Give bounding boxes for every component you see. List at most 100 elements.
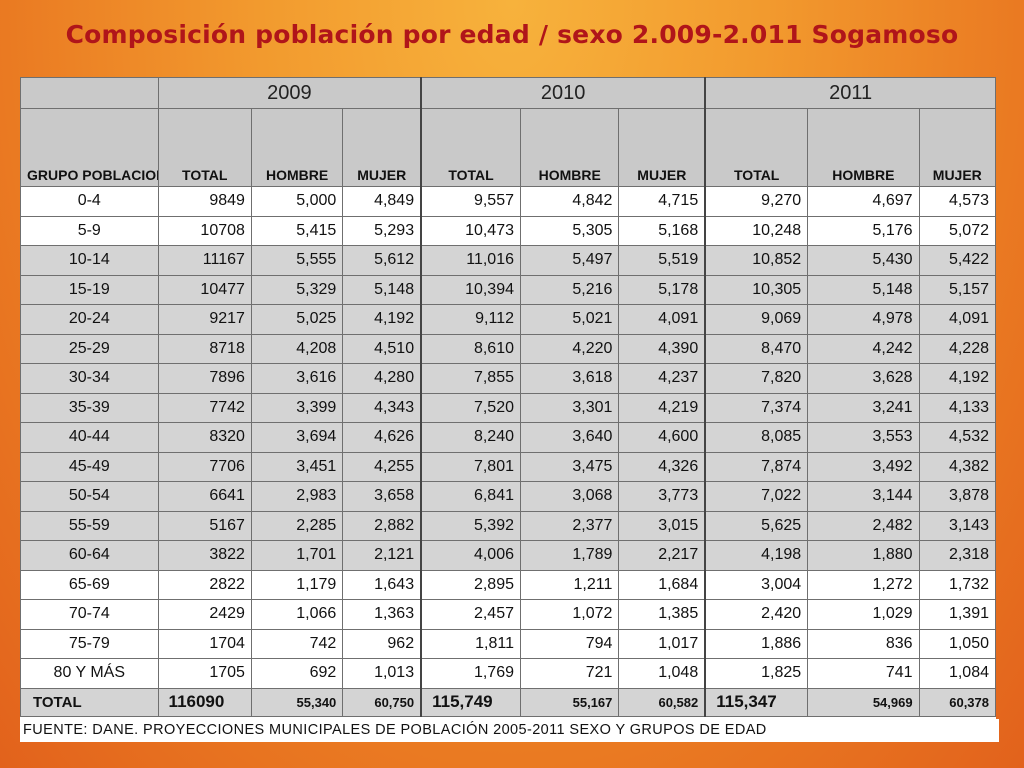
cell-hombre-2009: 3,451: [250, 451, 344, 482]
cell-hombre-2009: 5,025: [250, 304, 344, 335]
cell-mujer-2009: 4,192: [342, 304, 422, 335]
cell-mujer-2011: 1,732: [918, 569, 997, 600]
cell-hombre-2010: 4,220: [519, 333, 620, 364]
cell-mujer-2010: 5,168: [618, 215, 706, 246]
cell-hombre-2009: 1,701: [250, 540, 344, 571]
age-group-cell: 70-74: [20, 599, 159, 630]
cell-total-2010: 5,392: [420, 510, 522, 541]
cell-mujer-2010: 4,600: [618, 422, 706, 453]
cell-hombre-2011: 3,144: [807, 481, 920, 512]
cell-mujer-2009: 4,849: [342, 186, 422, 217]
cell-total-2009: 1704: [157, 628, 252, 659]
cell-mujer-2009: 2,882: [342, 510, 422, 541]
cell-hombre-2011: 3,492: [807, 451, 920, 482]
cell-mujer-2011: 1,050: [918, 628, 997, 659]
cell-total-2009: 8718: [157, 333, 252, 364]
cell-mujer-2010: 5,519: [618, 245, 706, 276]
cell-hombre-2010: 3,618: [519, 363, 620, 394]
col-header-hombre-2009: HOMBRE: [250, 108, 344, 187]
cell-hombre-2010: 4,842: [519, 186, 620, 217]
cell-hombre-2010: 1,072: [519, 599, 620, 630]
table-row: 20-24 9217 5,025 4,192 9,112 5,021 4,091 9,069 4…: [20, 304, 997, 335]
cell-hombre-2011: 4,978: [807, 304, 920, 335]
cell-total-2010: 8,610: [420, 333, 522, 364]
total-cell-total-2011: 115,347: [704, 687, 809, 717]
table-body: 0-4 9849 5,000 4,849 9,557 4,842 4,715 9,270 4,6…: [20, 186, 997, 689]
cell-mujer-2010: 4,326: [618, 451, 706, 482]
cell-total-2009: 2429: [157, 599, 252, 630]
cell-total-2009: 11167: [157, 245, 252, 276]
table-row: 0-4 9849 5,000 4,849 9,557 4,842 4,715 9,270 4,6…: [20, 186, 997, 217]
cell-total-2011: 7,022: [704, 481, 809, 512]
age-group-cell: 60-64: [20, 540, 159, 571]
source-note: FUENTE: DANE. PROYECCIONES MUNICIPALES D…: [20, 719, 999, 742]
cell-total-2009: 10477: [157, 274, 252, 305]
cell-total-2010: 4,006: [420, 540, 522, 571]
age-group-cell: 55-59: [20, 510, 159, 541]
cell-hombre-2010: 3,475: [519, 451, 620, 482]
table-row: 45-49 7706 3,451 4,255 7,801 3,475 4,326 7,874 3…: [20, 451, 997, 482]
age-group-cell: 45-49: [20, 451, 159, 482]
cell-hombre-2010: 5,216: [519, 274, 620, 305]
cell-hombre-2009: 4,208: [250, 333, 344, 364]
total-row: TOTAL 116090 55,340 60,750 115,749 55,16…: [20, 687, 997, 717]
cell-mujer-2010: 2,217: [618, 540, 706, 571]
cell-mujer-2011: 5,072: [918, 215, 997, 246]
table-row: 25-29 8718 4,208 4,510 8,610 4,220 4,390 8,470 4…: [20, 333, 997, 364]
cell-total-2011: 9,270: [704, 186, 809, 217]
cell-total-2010: 7,520: [420, 392, 522, 423]
cell-total-2009: 7706: [157, 451, 252, 482]
cell-total-2011: 10,305: [704, 274, 809, 305]
cell-hombre-2010: 3,301: [519, 392, 620, 423]
cell-mujer-2009: 5,293: [342, 215, 422, 246]
cell-hombre-2011: 2,482: [807, 510, 920, 541]
cell-hombre-2011: 4,242: [807, 333, 920, 364]
cell-total-2010: 9,112: [420, 304, 522, 335]
total-cell-mujer-2009: 60,750: [342, 687, 422, 717]
cell-total-2011: 10,852: [704, 245, 809, 276]
total-cell-hombre-2009: 55,340: [250, 687, 344, 717]
cell-hombre-2009: 1,179: [250, 569, 344, 600]
cell-total-2010: 11,016: [420, 245, 522, 276]
cell-mujer-2009: 1,013: [342, 658, 422, 689]
cell-mujer-2010: 1,048: [618, 658, 706, 689]
col-header-hombre-2011: HOMBRE: [807, 108, 920, 187]
cell-mujer-2011: 4,091: [918, 304, 997, 335]
table-row: 70-74 2429 1,066 1,363 2,457 1,072 1,385 2,420 1…: [20, 599, 997, 630]
cell-hombre-2009: 1,066: [250, 599, 344, 630]
col-header-mujer-2009: MUJER: [342, 108, 422, 187]
total-cell-total-2010: 115,749: [420, 687, 522, 717]
table-row: 40-44 8320 3,694 4,626 8,240 3,640 4,600 8,085 3…: [20, 422, 997, 453]
cell-mujer-2009: 3,658: [342, 481, 422, 512]
age-group-cell: 20-24: [20, 304, 159, 335]
cell-total-2009: 2822: [157, 569, 252, 600]
cell-total-2009: 3822: [157, 540, 252, 571]
cell-mujer-2009: 4,626: [342, 422, 422, 453]
cell-mujer-2010: 1,385: [618, 599, 706, 630]
age-group-cell: 0-4: [20, 186, 159, 217]
cell-total-2010: 2,895: [420, 569, 522, 600]
age-group-cell: 80 Y MÁS: [20, 658, 159, 689]
cell-mujer-2009: 5,148: [342, 274, 422, 305]
cell-total-2010: 2,457: [420, 599, 522, 630]
cell-total-2011: 1,886: [704, 628, 809, 659]
table-row: 60-64 3822 1,701 2,121 4,006 1,789 2,217 4,198 1…: [20, 540, 997, 571]
col-header-total-2011: TOTAL: [704, 108, 809, 187]
cell-total-2009: 6641: [157, 481, 252, 512]
cell-mujer-2011: 3,878: [918, 481, 997, 512]
year-header-2011: 2011: [704, 77, 997, 109]
cell-mujer-2010: 5,178: [618, 274, 706, 305]
cell-mujer-2011: 4,573: [918, 186, 997, 217]
population-table: 2009 2010 2011 GRUPO POBLACIONAL TOTAL H…: [20, 77, 997, 717]
group-column-header: GRUPO POBLACIONAL: [20, 108, 159, 187]
table-row: 5-9 10708 5,415 5,293 10,473 5,305 5,168 10,248…: [20, 215, 997, 246]
cell-hombre-2011: 5,430: [807, 245, 920, 276]
cell-total-2011: 5,625: [704, 510, 809, 541]
cell-hombre-2011: 741: [807, 658, 920, 689]
total-cell-hombre-2011: 54,969: [807, 687, 920, 717]
cell-hombre-2010: 1,211: [519, 569, 620, 600]
col-header-mujer-2010: MUJER: [618, 108, 706, 187]
cell-hombre-2011: 5,148: [807, 274, 920, 305]
year-header-row: 2009 2010 2011: [20, 77, 997, 109]
cell-mujer-2009: 2,121: [342, 540, 422, 571]
